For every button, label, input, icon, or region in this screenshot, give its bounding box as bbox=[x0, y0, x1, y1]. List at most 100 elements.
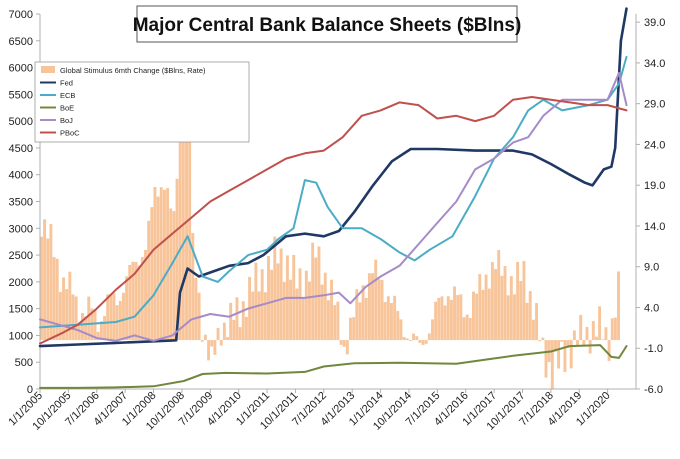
stimulus-bar bbox=[497, 250, 501, 341]
y-right-tick-label: 34.0 bbox=[644, 58, 665, 70]
stimulus-bar bbox=[330, 279, 334, 341]
stimulus-bar bbox=[415, 336, 419, 341]
y-left-tick-label: 5500 bbox=[9, 89, 33, 101]
chart-title-box: Major Central Bank Balance Sheets ($Blns… bbox=[133, 5, 521, 43]
stimulus-bar bbox=[273, 236, 277, 341]
stimulus-bar bbox=[169, 208, 173, 341]
stimulus-bar bbox=[58, 291, 62, 341]
stimulus-bar bbox=[421, 340, 425, 345]
stimulus-bar bbox=[194, 277, 198, 341]
stimulus-bar bbox=[216, 327, 220, 341]
stimulus-bar bbox=[263, 292, 267, 341]
stimulus-bar bbox=[93, 310, 97, 341]
stimulus-bar bbox=[598, 306, 602, 341]
legend-label: ECB bbox=[60, 91, 75, 100]
stimulus-bar bbox=[399, 319, 403, 341]
stimulus-bar bbox=[207, 340, 211, 361]
stimulus-bar bbox=[408, 340, 412, 341]
stimulus-bar bbox=[383, 302, 387, 341]
stimulus-bar bbox=[68, 271, 72, 341]
stimulus-bar bbox=[371, 273, 375, 341]
legend-label: BoE bbox=[60, 104, 74, 113]
stimulus-bar bbox=[226, 337, 229, 341]
stimulus-bar bbox=[579, 314, 583, 341]
stimulus-bar bbox=[109, 294, 113, 341]
stimulus-bar bbox=[232, 319, 236, 341]
y-left-tick-label: 4000 bbox=[9, 170, 33, 182]
stimulus-bar bbox=[591, 321, 595, 341]
legend: Global Stimulus 6mth Change ($Blns, Rate… bbox=[34, 61, 250, 143]
legend-label: PBoC bbox=[60, 129, 80, 138]
stimulus-bar bbox=[137, 265, 141, 341]
stimulus-bar bbox=[213, 340, 217, 355]
stimulus-bar bbox=[320, 284, 324, 341]
stimulus-bar bbox=[238, 327, 242, 341]
stimulus-bar bbox=[345, 340, 349, 355]
stimulus-bar bbox=[364, 297, 368, 341]
stimulus-bar bbox=[77, 324, 81, 341]
stimulus-bar bbox=[289, 279, 293, 341]
y-right-tick-label: 39.0 bbox=[644, 17, 665, 29]
legend-swatch bbox=[41, 66, 55, 73]
stimulus-bar bbox=[563, 340, 567, 372]
y-right-tick-label: -6.0 bbox=[644, 384, 663, 396]
stimulus-bar bbox=[131, 261, 135, 341]
stimulus-bar bbox=[153, 187, 157, 341]
stimulus-bar bbox=[257, 291, 261, 341]
series-line-boj bbox=[39, 71, 628, 342]
y-left-tick-label: 3000 bbox=[9, 223, 33, 235]
y-left-tick-label: 1000 bbox=[9, 330, 33, 342]
stimulus-bar bbox=[200, 340, 204, 342]
y-left-tick-label: 6500 bbox=[9, 36, 33, 48]
stimulus-bar bbox=[528, 291, 532, 341]
stimulus-bar bbox=[390, 303, 393, 341]
stimulus-bar bbox=[462, 317, 466, 341]
series-line-fed bbox=[38, 7, 628, 348]
y-left-tick-label: 1500 bbox=[9, 304, 33, 316]
stimulus-bar bbox=[235, 297, 239, 341]
stimulus-bar bbox=[361, 285, 365, 341]
stimulus-bar bbox=[500, 275, 504, 341]
stimulus-bar bbox=[478, 274, 482, 341]
stimulus-bar bbox=[166, 188, 170, 341]
stimulus-bar bbox=[134, 262, 138, 341]
stimulus-bar bbox=[125, 276, 129, 341]
stimulus-bar bbox=[468, 318, 472, 341]
stimulus-bar bbox=[301, 297, 305, 341]
stimulus-bar bbox=[569, 340, 573, 369]
stimulus-bar bbox=[49, 224, 53, 341]
y-right-tick-label: 9.0 bbox=[644, 262, 659, 274]
stimulus-bar bbox=[465, 314, 469, 341]
stimulus-bar bbox=[276, 263, 280, 341]
stimulus-bar bbox=[128, 264, 132, 341]
stimulus-bar bbox=[267, 255, 270, 341]
stimulus-bar bbox=[349, 317, 352, 341]
stimulus-bar bbox=[557, 340, 561, 369]
stimulus-bar bbox=[484, 274, 488, 341]
stimulus-bar bbox=[604, 327, 608, 341]
series-line-ecb bbox=[39, 55, 628, 329]
stimulus-bar bbox=[175, 178, 179, 341]
stimulus-bar bbox=[185, 89, 188, 341]
stimulus-bar bbox=[222, 322, 226, 341]
stimulus-bar bbox=[554, 340, 557, 352]
stimulus-bar bbox=[342, 340, 346, 347]
stimulus-bar bbox=[386, 296, 390, 341]
stimulus-bar bbox=[541, 337, 545, 341]
stimulus-bar bbox=[427, 333, 431, 341]
stimulus-bar bbox=[150, 207, 154, 341]
stimulus-bar bbox=[159, 187, 163, 341]
stimulus-bar bbox=[241, 301, 245, 341]
stimulus-bar bbox=[62, 277, 65, 341]
stimulus-bar bbox=[531, 319, 535, 341]
stimulus-bar bbox=[402, 337, 406, 341]
stimulus-bar bbox=[55, 258, 59, 341]
stimulus-bar bbox=[566, 340, 570, 348]
y-left-tick-label: 2000 bbox=[9, 277, 33, 289]
legend-box bbox=[34, 61, 250, 143]
stimulus-bar bbox=[601, 339, 605, 341]
stimulus-bar bbox=[311, 242, 315, 341]
stimulus-bar bbox=[304, 270, 308, 341]
stimulus-bar bbox=[519, 280, 523, 341]
stimulus-bar bbox=[412, 333, 416, 341]
